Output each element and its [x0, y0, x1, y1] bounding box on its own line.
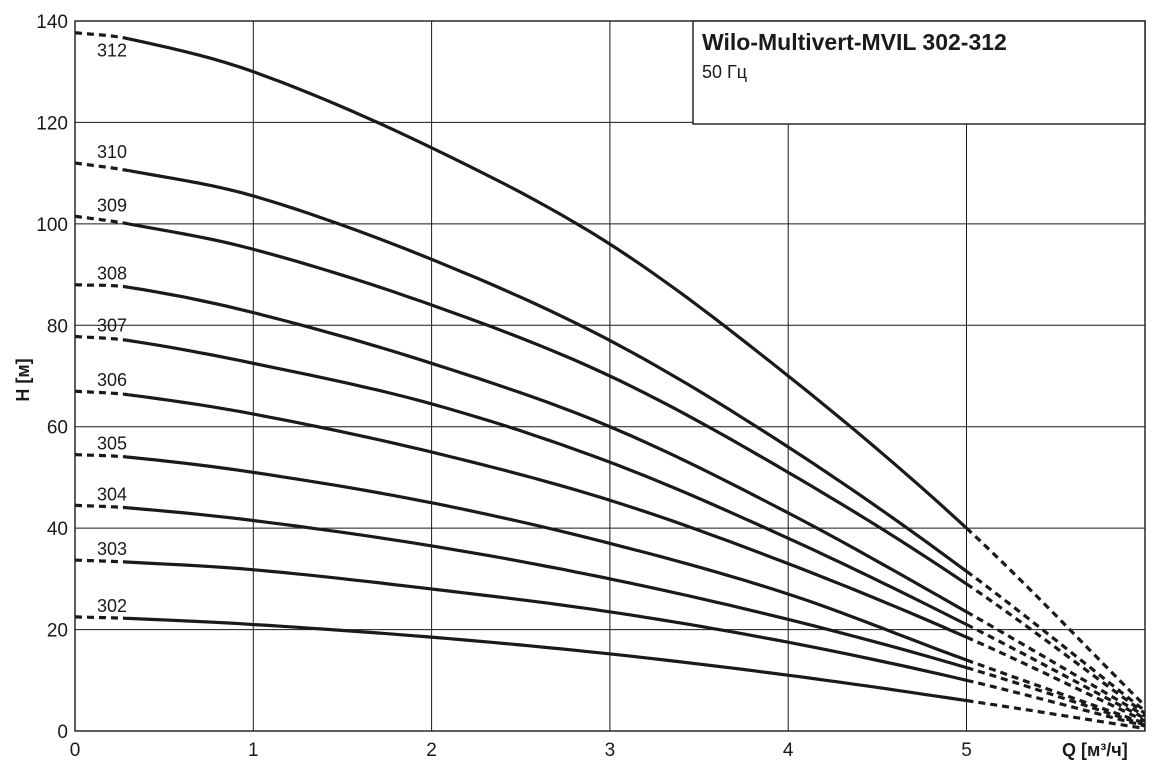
- y-tick-label: 100: [36, 215, 68, 236]
- curve-306-dashed-start: [74, 389, 129, 397]
- curve-303-dashed-start: [75, 558, 129, 564]
- x-tick-label: 5: [961, 740, 972, 761]
- x-axis-title: Q [м³/ч]: [1062, 740, 1128, 760]
- y-tick-label: 60: [47, 418, 68, 439]
- curve-308-solid: [128, 285, 968, 614]
- curve-310-dashed-start: [74, 161, 129, 173]
- curve-302-dashed-start: [75, 615, 129, 620]
- curve-label-312: 312: [97, 41, 127, 61]
- curve-303-dashed-end: [966, 678, 1146, 728]
- curve-label-309: 309: [97, 195, 127, 215]
- curve-309-dashed-start: [74, 214, 129, 226]
- curve-305-solid: [128, 455, 968, 662]
- y-tick-label: 20: [47, 621, 68, 642]
- curve-label-306: 306: [97, 370, 127, 390]
- curve-312-dashed-end: [965, 526, 1146, 707]
- x-tick-label: 2: [426, 740, 437, 761]
- curve-304-dashed-end: [966, 666, 1146, 727]
- curve-label-303: 303: [97, 539, 127, 559]
- curve-label-304: 304: [97, 484, 127, 504]
- x-tick-label: 0: [70, 740, 81, 761]
- x-tick-label: 3: [605, 740, 616, 761]
- curve-label-302: 302: [97, 596, 127, 616]
- curve-306-solid: [128, 393, 968, 639]
- curve-307-dashed-end: [965, 623, 1146, 720]
- y-tick-label: 120: [36, 113, 68, 134]
- curve-308-dashed-end: [965, 610, 1146, 718]
- curve-labels: 312 310 309 308 307 306 305 304 303 302: [97, 41, 127, 616]
- curve-307-dashed-start: [74, 334, 129, 343]
- curve-310-solid: [128, 169, 968, 573]
- y-tick-label: 0: [57, 722, 68, 743]
- title-box: [692, 20, 1146, 125]
- curve-304-solid: [128, 506, 967, 670]
- curve-305-dashed-end: [965, 658, 1146, 725]
- y-tick-label: 40: [47, 519, 68, 540]
- curve-305-dashed-start: [75, 453, 129, 459]
- curve-label-305: 305: [97, 434, 127, 454]
- y-tick-label: 140: [36, 12, 68, 33]
- curve-312-solid: [128, 37, 968, 530]
- chart-title: Wilo-Multivert-MVIL 302-312: [702, 29, 1007, 55]
- curve-306-dashed-end: [965, 635, 1146, 723]
- curve-label-308: 308: [97, 264, 127, 284]
- curve-304-dashed-start: [74, 503, 129, 510]
- curve-309-dashed-end: [965, 582, 1146, 715]
- curve-label-310: 310: [97, 142, 127, 162]
- curve-label-307: 307: [97, 315, 127, 335]
- x-tick-label: 1: [248, 740, 259, 761]
- curve-309-solid: [128, 222, 968, 586]
- curve-310-dashed-end: [965, 570, 1146, 712]
- x-tick-label: 4: [783, 740, 794, 761]
- chart-subtitle: 50 Гц: [702, 62, 747, 82]
- x-tick-labels: 0 1 2 3 4 5: [70, 740, 972, 761]
- y-axis-title: H [м]: [13, 358, 33, 401]
- y-tick-label: 80: [47, 316, 68, 337]
- curve-308-dashed-start: [74, 283, 129, 289]
- y-tick-labels: 0 20 40 60 80 100 120 140: [36, 12, 68, 743]
- curve-group: [74, 31, 1146, 731]
- curve-307-solid: [128, 338, 968, 626]
- curve-303-solid: [128, 560, 967, 682]
- curve-302-solid: [128, 616, 967, 703]
- curve-312-dashed-start: [74, 31, 129, 41]
- curve-302-dashed-end: [966, 699, 1146, 731]
